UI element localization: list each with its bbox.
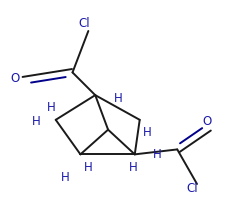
Text: H: H — [153, 148, 161, 161]
Text: Cl: Cl — [185, 182, 197, 195]
Text: H: H — [113, 92, 122, 105]
Text: O: O — [11, 72, 20, 85]
Text: H: H — [128, 161, 136, 174]
Text: Cl: Cl — [78, 17, 90, 30]
Text: H: H — [143, 126, 151, 139]
Text: H: H — [61, 171, 70, 184]
Text: H: H — [46, 102, 55, 114]
Text: H: H — [84, 161, 92, 174]
Text: O: O — [201, 115, 211, 128]
Text: H: H — [31, 115, 40, 128]
